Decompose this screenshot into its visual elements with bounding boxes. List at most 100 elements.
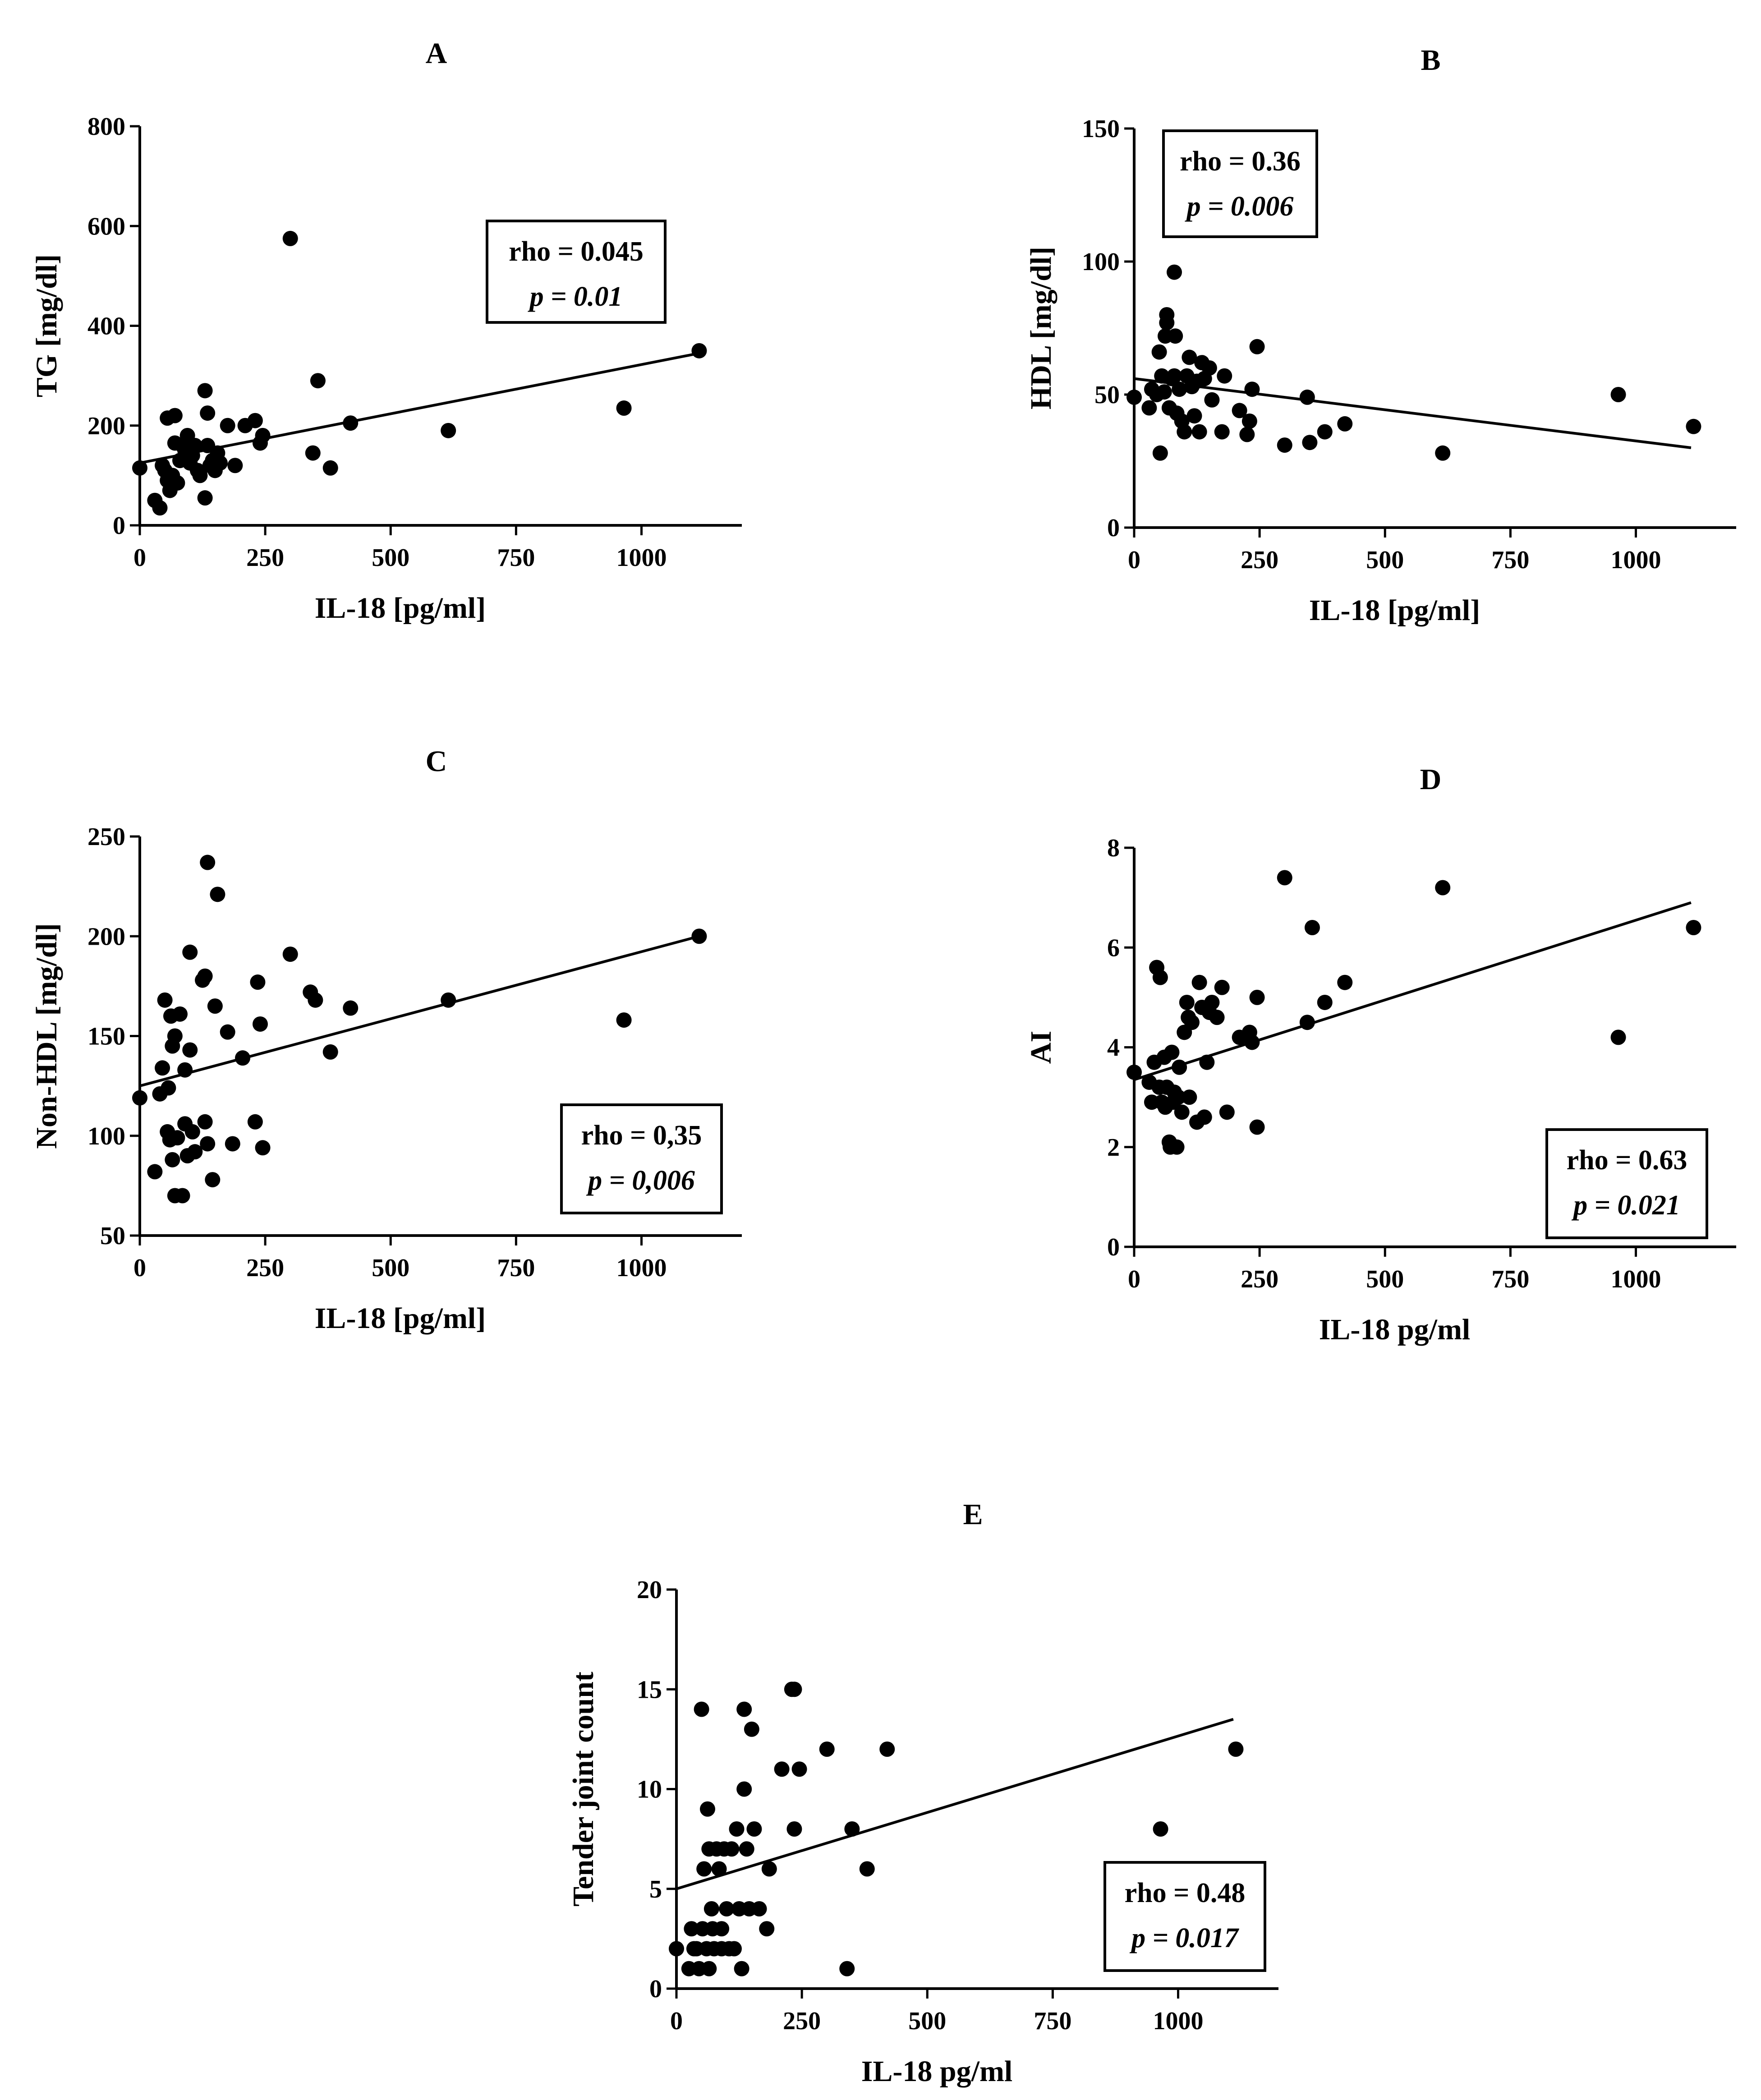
panel-e-p-value: p = 0.017 (1129, 1923, 1240, 1953)
panel-c-y-tick-label: 200 (87, 923, 125, 951)
panel-a-data-point (152, 500, 168, 516)
panel-b-x-label: IL-18 [pg/ml] (1309, 594, 1481, 627)
panel-d-data-point (1244, 1034, 1260, 1050)
panel-e-data-point (703, 1901, 719, 1916)
panel-d-data-point (1174, 1104, 1190, 1120)
panel-c-data-point (308, 992, 323, 1008)
panel-b-data-point (1201, 360, 1217, 376)
panel-a: A 0 250 500 750 1000 0 200 400 600 800 IL-18 [pg/ml… (30, 37, 742, 625)
panel-b-data-point (1302, 435, 1318, 450)
panel-c-title: C (426, 745, 447, 778)
panel-b-x-tick-label: 250 (1241, 546, 1278, 574)
panel-c-data-point (691, 928, 707, 944)
panel-c-data-point (250, 974, 266, 990)
panel-e-title: E (963, 1498, 983, 1531)
panel-e-x-tick-label: 500 (908, 2007, 946, 2035)
panel-d-x-tick-label: 0 (1128, 1265, 1140, 1293)
panel-d-y-label: AI (1025, 1031, 1058, 1064)
panel-e-data-point (729, 1821, 745, 1837)
panel-d-data-point (1172, 1059, 1187, 1075)
panel-e-x-label: IL-18 pg/ml (861, 2055, 1013, 2088)
panel-b-data-point (1141, 400, 1157, 416)
panel-a-data-point (282, 230, 298, 246)
panel-d-y-tick-label: 6 (1107, 934, 1120, 962)
panel-e-data-point (711, 1861, 727, 1877)
panel-a-stat-box (486, 220, 667, 324)
panel-d-data-point (1169, 1139, 1185, 1155)
panel-e-rho: rho = 0.48 (1125, 1878, 1246, 1908)
panel-b-data-point (1168, 328, 1183, 344)
panel-c-data-point (220, 1024, 235, 1040)
panel-e-data-point (1153, 1821, 1168, 1837)
panel-c-data-point (197, 968, 213, 984)
panel-a-data-point (616, 400, 632, 416)
panel-d-data-point (1184, 1015, 1200, 1030)
panel-a-data-point (343, 415, 359, 431)
panel-b-data-point (1232, 403, 1247, 418)
panel-d-x-tick-label: 250 (1241, 1265, 1278, 1293)
panel-b-x-tick-label: 750 (1491, 546, 1529, 574)
panel-b-data-point (1167, 264, 1182, 280)
panel-b-x-tick-label: 500 (1366, 546, 1404, 574)
panel-a-data-point (220, 418, 235, 433)
panel-d-data-point (1686, 920, 1701, 935)
panel-c-y-label: Non-HDL [mg/dl] (30, 923, 63, 1149)
panel-e-y-label: Tender joint count (567, 1672, 600, 1907)
panel-d-data-point (1196, 1109, 1212, 1125)
panel-b-y-tick-label: 100 (1082, 248, 1120, 276)
panel-a-y-tick-label: 600 (87, 212, 125, 240)
panel-c-x-tick-label: 250 (246, 1254, 284, 1282)
panel-a-y-tick-label: 200 (87, 412, 125, 440)
panel-d-y-tick-label: 2 (1107, 1134, 1120, 1162)
panel-c-data-point (161, 1080, 176, 1096)
panel-e-data-point (759, 1921, 775, 1937)
panel-c-data-point (253, 1016, 268, 1032)
panel-e: E 0 250 500 750 1000 0 5 10 15 20 IL-18 pg/ml Tender… (567, 1498, 1278, 2088)
panel-a-data-point (227, 458, 243, 473)
panel-e-trend-line (676, 1718, 1234, 1890)
panel-b-data-point (1204, 392, 1220, 408)
panel-e-data-point (1228, 1742, 1244, 1757)
panel-c-data-point (247, 1114, 263, 1130)
panel-d-data-point (1182, 1089, 1197, 1105)
panel-d-stat-box (1545, 1128, 1708, 1239)
panel-e-data-point (724, 1841, 740, 1857)
panel-a-data-point (197, 490, 213, 506)
panel-a-y-tick-label: 0 (113, 512, 125, 540)
panel-c-y-tick-label: 150 (87, 1023, 125, 1051)
panel-d-data-point (1126, 1064, 1142, 1080)
panel-d-data-point (1209, 1010, 1225, 1025)
panel-b-data-point (1191, 424, 1207, 440)
panel-c-data-point (165, 1152, 180, 1167)
panel-a-data-point (322, 460, 338, 476)
panel-e-data-point (746, 1821, 762, 1837)
panel-d-data-point (1152, 970, 1168, 985)
panel-e-data-point (761, 1861, 777, 1877)
panel-e-x-tick-label: 750 (1034, 2007, 1071, 2035)
panel-c-data-point (172, 1006, 188, 1022)
panel-c-data-point (322, 1044, 338, 1060)
panel-a-data-point (167, 408, 183, 423)
panel-e-data-point (859, 1861, 875, 1877)
panel-e-data-point (839, 1961, 855, 1976)
panel-d-data-point (1317, 994, 1333, 1010)
panel-d-data-point (1299, 1015, 1315, 1030)
panel-e-data-point (694, 1701, 709, 1717)
panel-e-stat-box (1103, 1861, 1266, 1972)
panel-b-data-point (1244, 381, 1260, 397)
panel-e-data-point (701, 1961, 717, 1976)
panel-b-data-point (1610, 387, 1626, 402)
panel-b-data-point (1159, 307, 1175, 322)
panel-d: D 0 250 500 750 1000 0 2 4 6 8 IL-18 pg/ml AI rho = 0… (1025, 763, 1736, 1346)
panel-c-data-point (155, 1060, 170, 1076)
panel-c-data-point (205, 1172, 221, 1188)
panel-b-y-tick-label: 150 (1082, 115, 1120, 143)
panel-b-rho: rho = 0.36 (1180, 146, 1301, 177)
panel-a-data-point (305, 445, 321, 461)
panel-c-data-point (147, 1164, 163, 1180)
panel-e-data-point (714, 1921, 730, 1937)
panel-b-data-point (1337, 416, 1353, 432)
panel-c-y-tick-label: 100 (87, 1122, 125, 1150)
panel-d-x-label: IL-18 pg/ml (1319, 1313, 1471, 1346)
panel-b: B 0 250 500 750 1000 0 50 100 150 IL-18 [pg/ml] HDL… (1025, 44, 1736, 627)
